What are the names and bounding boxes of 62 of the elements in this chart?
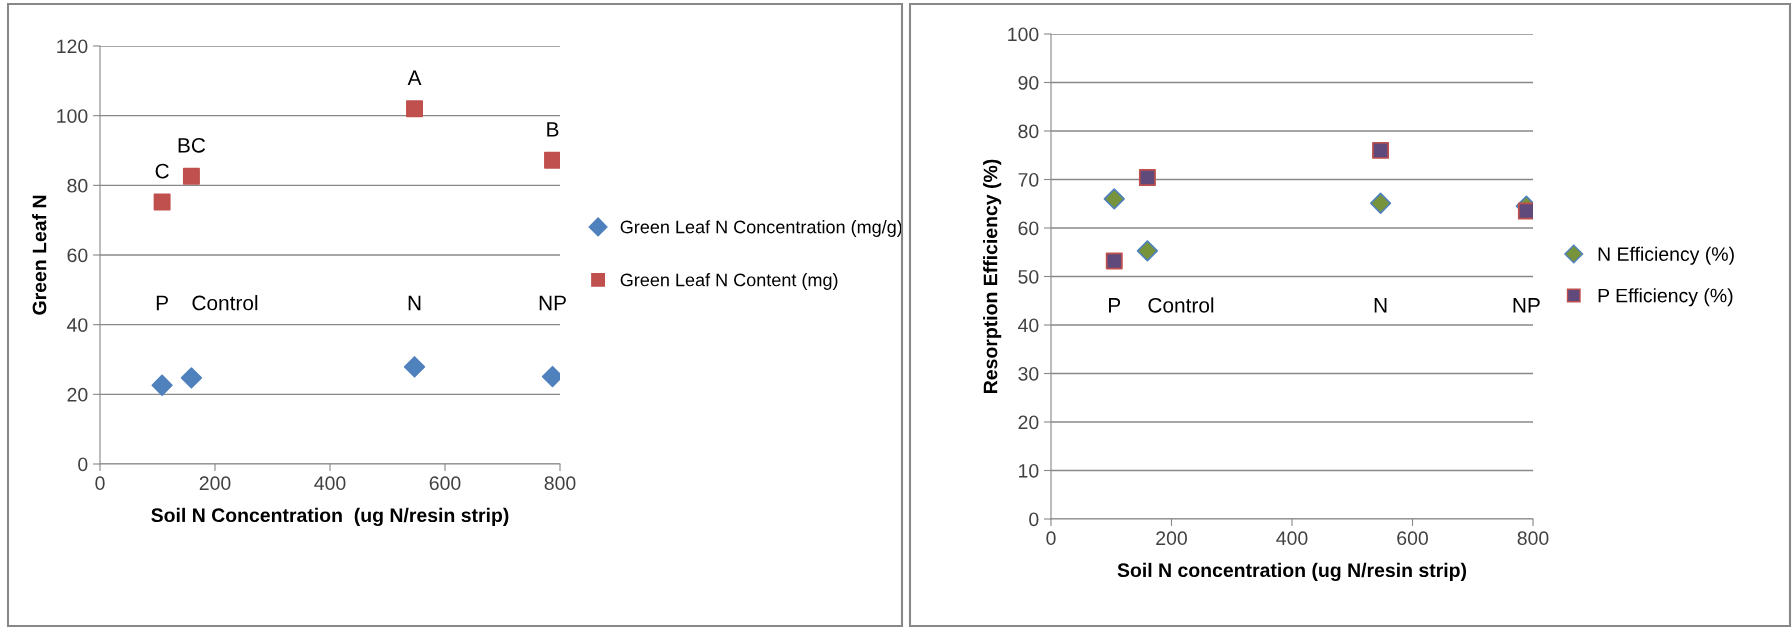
- annotation: Control: [192, 295, 258, 311]
- y-tick-label: 100: [1008, 27, 1039, 42]
- annotation: B: [547, 122, 559, 137]
- annotation: BC: [178, 137, 206, 153]
- y-tick-label: 100: [57, 109, 88, 123]
- point: [1517, 202, 1533, 220]
- x-tick-label: 600: [429, 476, 461, 491]
- legend-label: P Efficiency (%): [1598, 288, 1733, 307]
- annotation: NP: [539, 295, 566, 311]
- x-tick-label: 200: [1156, 531, 1187, 546]
- annotation: C: [155, 163, 169, 179]
- annotation: N: [408, 295, 421, 311]
- point: [151, 374, 173, 396]
- y-tick-label: 80: [1018, 124, 1039, 139]
- point: [182, 167, 200, 185]
- y-tick-label: 120: [57, 39, 88, 54]
- y-tick-label: 50: [1018, 269, 1039, 284]
- point: [403, 356, 426, 378]
- point: [153, 193, 171, 211]
- point: [1138, 169, 1156, 187]
- y-tick-label: 30: [1018, 366, 1039, 381]
- y-tick-label: 60: [67, 248, 88, 263]
- annotation: P: [156, 295, 168, 311]
- point: [544, 151, 560, 169]
- annotation: N: [1374, 298, 1387, 313]
- y-tick-label: 20: [1018, 415, 1039, 430]
- x-tick-label: 800: [544, 476, 576, 491]
- y-tick-label: 90: [1018, 75, 1039, 90]
- y-axis-title: Green Leaf N: [32, 195, 47, 315]
- point: [406, 100, 423, 118]
- legend-label: N Efficiency (%): [1598, 246, 1734, 265]
- y-tick-label: 60: [1018, 221, 1039, 236]
- y-tick-label: 40: [1018, 318, 1039, 333]
- x-tick-label: 400: [1276, 531, 1308, 546]
- legend-label: Green Leaf N Concentration (mg/g): [620, 220, 902, 237]
- point: [1369, 192, 1392, 214]
- y-tick-label: 20: [67, 387, 88, 402]
- y-axis-title: Resorption Efficiency (%): [983, 159, 1002, 393]
- x-tick-label: 600: [1397, 531, 1428, 546]
- annotation: A: [407, 70, 422, 85]
- y-tick-label: 0: [1029, 512, 1039, 527]
- x-tick-label: 0: [1046, 531, 1056, 546]
- annotation: Control: [1148, 297, 1214, 313]
- point: [1105, 252, 1123, 270]
- point: [1372, 141, 1390, 159]
- x-tick-label: 200: [199, 476, 231, 491]
- annotation: P: [1109, 298, 1121, 313]
- y-tick-label: 40: [67, 318, 88, 332]
- point: [1136, 240, 1159, 262]
- y-tick-label: 0: [78, 457, 88, 472]
- x-tick-label: 0: [95, 476, 105, 491]
- point: [180, 367, 203, 389]
- legend-label: Green Leaf N Content (mg): [620, 273, 838, 290]
- x-tick-label: 800: [1517, 531, 1549, 546]
- y-tick-label: 10: [1019, 463, 1039, 478]
- x-axis-title: Soil N concentration (ug N/resin strip): [1117, 562, 1467, 582]
- annotation: NP: [1513, 298, 1540, 313]
- x-axis-title: Soil N Concentration (ug N/resin strip): [151, 507, 509, 527]
- point: [1103, 188, 1125, 210]
- y-tick-label: 70: [1018, 172, 1039, 187]
- x-tick-label: 400: [314, 476, 346, 491]
- y-tick-label: 80: [67, 178, 88, 193]
